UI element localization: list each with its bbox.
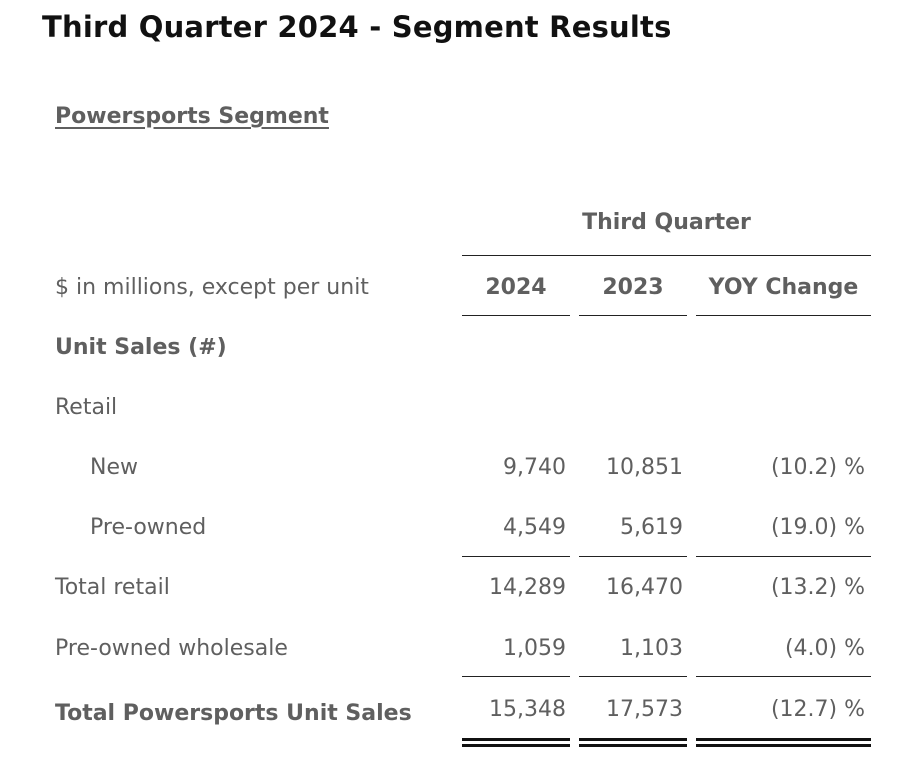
row-label: Total retail xyxy=(55,575,170,600)
row-label: Pre-owned xyxy=(90,515,207,540)
cell-2024: 14,289 xyxy=(489,575,566,600)
header-rule-2 xyxy=(579,315,687,316)
grand-total-rule-1 xyxy=(462,738,570,747)
header-rule-3 xyxy=(696,315,871,316)
label-column-header: $ in millions, except per unit xyxy=(55,275,369,300)
col-2024-header: 2024 xyxy=(485,275,547,300)
table-row-pre-owned: Pre-owned 4,549 5,619 (19.0) % xyxy=(0,508,912,548)
row-label: Total Powersports Unit Sales xyxy=(55,701,412,726)
period-header: Third Quarter xyxy=(582,210,751,235)
table-row-total-retail: Total retail 14,289 16,470 (13.2) % xyxy=(0,568,912,608)
cell-2023: 1,103 xyxy=(620,636,683,661)
cell-yoy: (4.0) % xyxy=(784,636,865,661)
table-row-unit-sales: Unit Sales (#) xyxy=(0,328,912,368)
cell-2024: 15,348 xyxy=(489,697,566,722)
row-label: Retail xyxy=(55,395,118,420)
col-yoy-header: YOY Change xyxy=(708,275,859,300)
header-rule-1 xyxy=(462,315,570,316)
cell-2024: 4,549 xyxy=(503,515,566,540)
table-row-pre-owned-wholesale: Pre-owned wholesale 1,059 1,103 (4.0) % xyxy=(0,629,912,669)
table-row-total-powersports: Total Powersports Unit Sales 15,348 17,5… xyxy=(0,690,912,730)
total-rule-3 xyxy=(696,676,871,677)
cell-yoy: (19.0) % xyxy=(770,515,865,540)
period-rule xyxy=(462,255,871,256)
page-title: Third Quarter 2024 - Segment Results xyxy=(42,10,672,44)
row-label: New xyxy=(90,455,138,480)
cell-2023: 10,851 xyxy=(606,455,683,480)
row-label: Pre-owned wholesale xyxy=(55,636,288,661)
table-row-new: New 9,740 10,851 (10.2) % xyxy=(0,448,912,488)
cell-2023: 5,619 xyxy=(620,515,683,540)
subtotal-rule-2 xyxy=(579,556,687,557)
table-row-retail: Retail xyxy=(0,388,912,428)
cell-2023: 16,470 xyxy=(606,575,683,600)
subtotal-rule-1 xyxy=(462,556,570,557)
cell-2024: 9,740 xyxy=(503,455,566,480)
cell-yoy: (12.7) % xyxy=(770,697,865,722)
total-rule-2 xyxy=(579,676,687,677)
grand-total-rule-2 xyxy=(579,738,687,747)
row-label: Unit Sales (#) xyxy=(55,335,227,360)
cell-2024: 1,059 xyxy=(503,636,566,661)
cell-2023: 17,573 xyxy=(606,697,683,722)
grand-total-rule-3 xyxy=(696,738,871,747)
subtotal-rule-3 xyxy=(696,556,871,557)
total-rule-1 xyxy=(462,676,570,677)
column-header-row: $ in millions, except per unit 2024 2023… xyxy=(0,268,912,308)
cell-yoy: (10.2) % xyxy=(770,455,865,480)
col-2023-header: 2023 xyxy=(602,275,664,300)
cell-yoy: (13.2) % xyxy=(770,575,865,600)
segment-title: Powersports Segment xyxy=(55,104,329,129)
